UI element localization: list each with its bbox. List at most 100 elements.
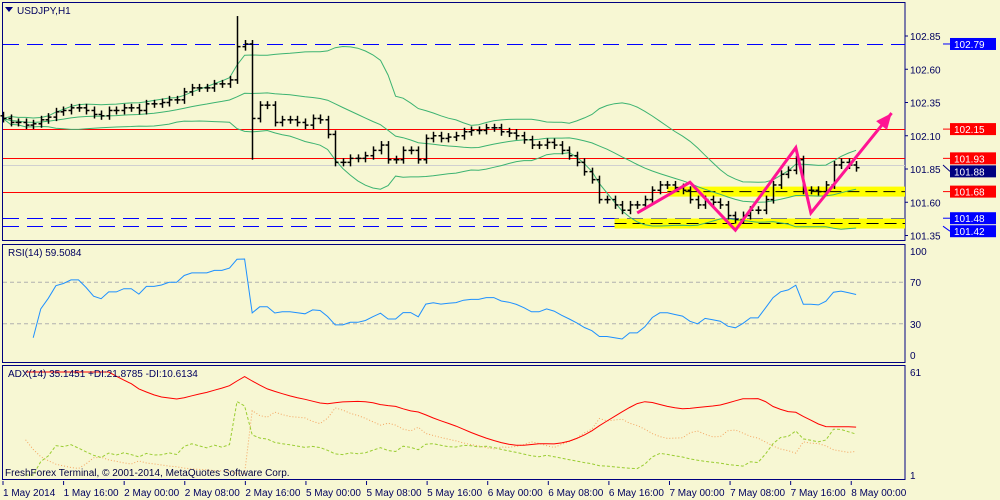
price-bar <box>566 146 573 160</box>
price-label-102.15: 102.15 <box>954 125 985 136</box>
time-tick-label: 6 May 08:00 <box>548 488 603 499</box>
price-bar <box>189 83 196 96</box>
price-bar <box>649 186 656 204</box>
price-bar <box>151 99 158 108</box>
main-pane-frame <box>2 2 906 241</box>
time-tick-label: 1 May 16:00 <box>64 488 119 499</box>
price-tick-label: 102.85 <box>910 32 941 43</box>
symbol-title: USDJPY,H1 <box>17 6 71 17</box>
rsi-tick-label: 100 <box>910 247 927 258</box>
rsi-tick-label: 0 <box>910 351 916 362</box>
minus-di-line <box>25 407 857 475</box>
price-bar <box>619 200 626 215</box>
price-bar <box>106 106 113 120</box>
plus-di-line <box>25 400 857 476</box>
price-bar <box>159 98 166 108</box>
price-label-box <box>950 212 996 225</box>
price-bar <box>529 135 536 150</box>
price-bar <box>498 123 505 136</box>
price-bar <box>476 126 483 135</box>
price-label-leader <box>942 225 951 232</box>
price-bar <box>438 131 445 143</box>
price-bar <box>196 83 203 92</box>
price-tick-label: 101.85 <box>910 165 941 176</box>
time-tick-label: 2 May 16:00 <box>245 488 300 499</box>
price-bar <box>763 195 770 215</box>
price-bar <box>717 198 724 209</box>
time-tick-label: 1 May 2014 <box>3 488 56 499</box>
rsi-tick-label: 70 <box>910 278 922 289</box>
price-bar <box>166 95 173 107</box>
price-bar <box>325 115 332 139</box>
price-bar <box>445 133 452 143</box>
price-bar <box>732 211 739 224</box>
price-bar <box>310 114 317 130</box>
adx-tick-label: 61 <box>910 368 922 379</box>
price-tick-label: 102.10 <box>910 132 941 143</box>
price-bar <box>23 118 30 130</box>
price-bar <box>627 200 634 215</box>
price-bar <box>415 146 422 164</box>
price-bar <box>121 103 128 115</box>
price-bar <box>0 111 7 123</box>
time-tick-label: 2 May 08:00 <box>185 488 240 499</box>
price-label-101.48: 101.48 <box>954 214 985 225</box>
price-bar <box>113 106 120 115</box>
time-tick-label: 2 May 00:00 <box>124 488 179 499</box>
price-bar <box>83 103 90 115</box>
price-bar <box>544 138 551 150</box>
price-bar <box>234 16 241 84</box>
price-bar <box>211 79 218 92</box>
price-bar <box>68 103 75 115</box>
price-bar <box>378 141 385 155</box>
bollinger-middle-band <box>2 92 857 203</box>
price-bar <box>204 83 211 92</box>
time-tick-label: 7 May 00:00 <box>669 488 724 499</box>
price-tick-label: 101.35 <box>910 232 941 243</box>
price-bar <box>513 129 520 140</box>
price-bar <box>710 195 717 207</box>
price-bar <box>574 151 581 167</box>
price-bar <box>136 103 143 115</box>
zigzag-trend-line <box>636 112 893 233</box>
bollinger-upper-band <box>2 45 857 183</box>
price-bar <box>317 114 324 124</box>
price-bar <box>838 158 845 169</box>
price-bar <box>347 154 354 167</box>
price-bar <box>815 186 822 196</box>
price-label-box <box>950 165 996 178</box>
price-bar <box>370 146 377 160</box>
price-bar <box>15 118 22 127</box>
price-label-box <box>950 123 996 136</box>
price-bar <box>340 158 347 167</box>
time-tick-label: 7 May 16:00 <box>791 488 846 499</box>
price-bar <box>687 186 694 204</box>
price-bar <box>227 75 234 88</box>
price-bar <box>91 106 98 119</box>
price-tick-label: 102.60 <box>910 65 941 76</box>
price-bar <box>423 134 430 164</box>
price-bar <box>785 166 792 179</box>
price-bar <box>430 131 437 143</box>
price-bar <box>8 114 15 127</box>
copyright-footer: FreshForex Terminal, © 2001-2014, MetaQu… <box>5 468 290 479</box>
price-bar <box>272 101 279 127</box>
price-bar <box>453 131 460 142</box>
price-bar <box>60 106 67 116</box>
price-bar <box>559 141 566 155</box>
price-bar <box>143 99 150 115</box>
dropdown-triangle-icon[interactable] <box>5 7 13 12</box>
price-bar <box>853 161 860 172</box>
price-label-box <box>950 225 996 238</box>
price-tick-label: 101.60 <box>910 198 941 209</box>
adx-line <box>25 371 857 446</box>
price-bar <box>128 103 135 112</box>
price-bar <box>725 200 732 220</box>
price-bar <box>45 113 52 124</box>
price-bar <box>249 39 256 160</box>
price-bar <box>181 87 188 104</box>
price-label-101.42: 101.42 <box>954 227 985 238</box>
price-bar <box>302 118 309 130</box>
rsi-label: RSI(14) 59.5084 <box>8 248 82 259</box>
